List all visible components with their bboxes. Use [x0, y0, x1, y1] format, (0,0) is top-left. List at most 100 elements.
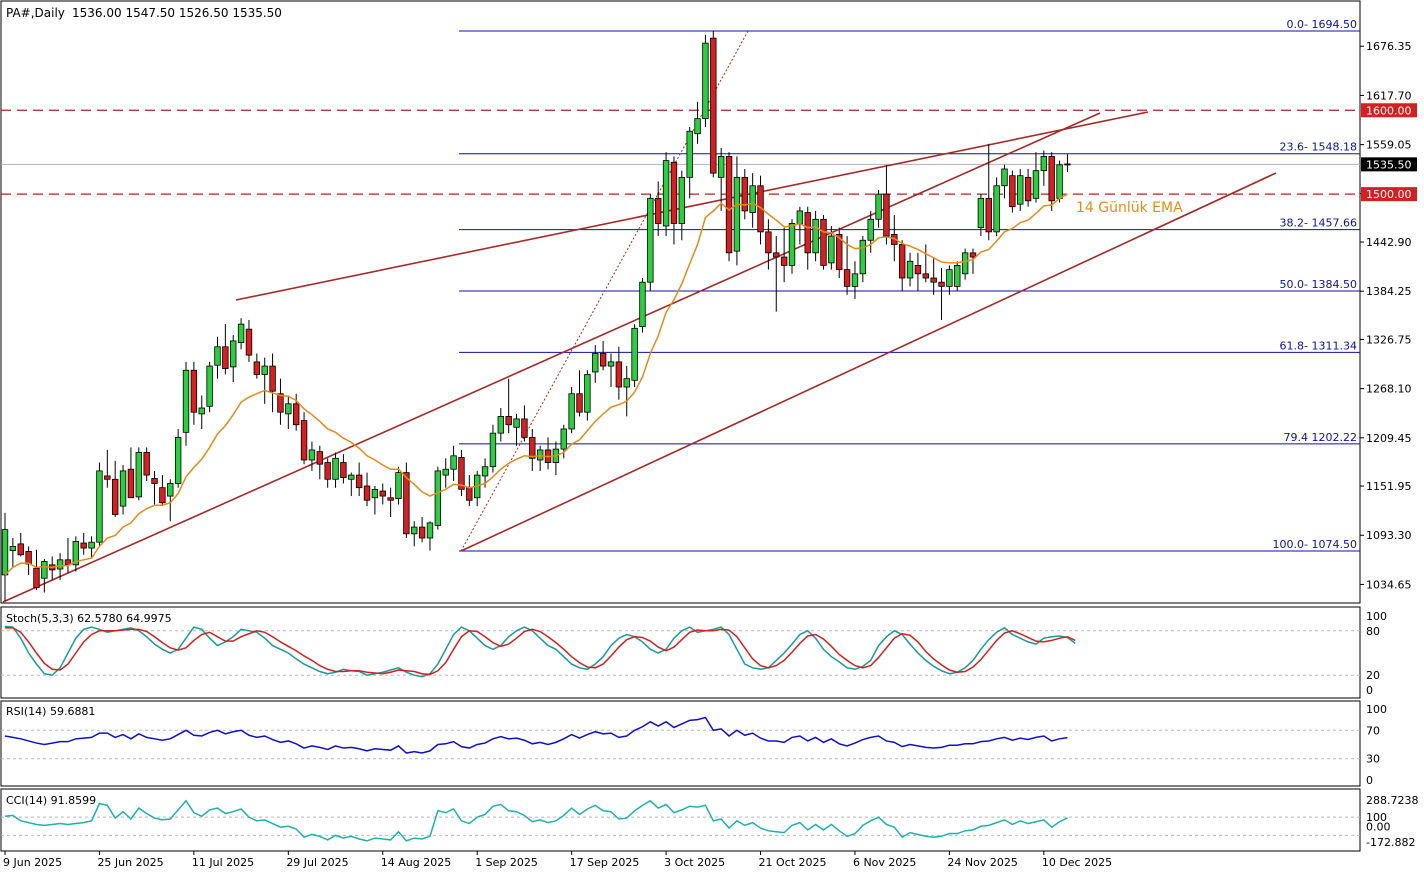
- stoch-layer: 100 80 20 0: [1, 610, 1387, 697]
- candle: [631, 324, 638, 388]
- time-tick-label: 6 Nov 2025: [853, 856, 916, 869]
- time-tick-label: 21 Oct 2025: [759, 856, 827, 869]
- candle: [1048, 152, 1055, 211]
- candle: [1064, 154, 1071, 172]
- candle-body: [300, 420, 308, 461]
- candle-body: [41, 561, 48, 579]
- candle: [222, 324, 229, 375]
- candle: [1001, 164, 1008, 199]
- oscillator-level-label: 70: [1366, 724, 1380, 737]
- candle-body: [1064, 163, 1071, 166]
- candle: [584, 370, 591, 421]
- candle-body: [72, 540, 80, 566]
- time-tick-label: 29 Jul 2025: [286, 856, 348, 869]
- candle-body: [639, 281, 646, 328]
- fibo-anchor-line: [460, 30, 749, 552]
- candle: [426, 521, 434, 551]
- candle: [489, 424, 497, 473]
- candle: [41, 558, 48, 593]
- price-tick-label: 1384.25: [1366, 285, 1412, 298]
- candle: [72, 536, 80, 572]
- rsi-panel: [0, 700, 1361, 787]
- candle-body: [977, 197, 985, 229]
- candle: [780, 227, 788, 283]
- fibonacci-level-label: 100.0- 1074.50: [1273, 538, 1357, 551]
- candle-body: [686, 130, 693, 178]
- candle-body: [914, 265, 922, 275]
- candle-body: [922, 273, 929, 279]
- oscillator-level-label: 20: [1366, 669, 1380, 682]
- candle-body: [1040, 155, 1048, 172]
- time-tick-label: 3 Oct 2025: [664, 856, 725, 869]
- fibonacci-level-label: 50.0- 1384.50: [1280, 278, 1357, 291]
- candle-body: [505, 415, 512, 426]
- rsi-label: RSI(14) 59.6881: [6, 705, 95, 718]
- candle: [151, 470, 158, 505]
- candle: [836, 227, 843, 278]
- oscillator-level-label: 0.00: [1366, 820, 1391, 833]
- candle-body: [387, 497, 394, 501]
- level-price-label: 1600.00: [1366, 104, 1412, 117]
- candle-body: [560, 428, 567, 450]
- time-tick-label: 14 Aug 2025: [381, 856, 451, 869]
- candle: [159, 475, 166, 507]
- candle: [977, 194, 985, 237]
- candle: [749, 173, 756, 228]
- candle: [119, 465, 127, 515]
- candle: [529, 428, 536, 471]
- candle-body: [796, 210, 804, 224]
- candle: [198, 395, 205, 429]
- candle-body: [237, 323, 245, 343]
- price-tick-label: 1268.10: [1366, 383, 1412, 396]
- candle: [623, 366, 630, 417]
- candle-body: [489, 432, 497, 468]
- candle-body: [25, 551, 32, 565]
- candle: [993, 177, 1000, 237]
- candle: [1, 512, 9, 601]
- candle-body: [906, 260, 914, 279]
- candle-body: [812, 218, 819, 254]
- candle-body: [277, 393, 284, 413]
- candle: [355, 462, 363, 497]
- candle-body: [80, 542, 87, 549]
- candle: [253, 353, 261, 379]
- candle: [450, 445, 457, 481]
- candle-body: [529, 436, 536, 459]
- candle-body: [985, 197, 992, 233]
- candle-body: [961, 252, 969, 275]
- candle-body: [214, 346, 221, 366]
- candle: [497, 408, 505, 442]
- fibonacci-level-label: 0.0- 1694.50: [1287, 18, 1357, 31]
- candle: [946, 265, 953, 295]
- candle: [143, 447, 150, 481]
- candle: [214, 336, 221, 379]
- candle: [458, 449, 465, 497]
- candle-body: [261, 365, 268, 375]
- candle-body: [104, 475, 111, 480]
- candle: [678, 170, 686, 241]
- candle: [505, 378, 512, 434]
- fibonacci-level-label: 79.4 1202.22: [1284, 431, 1357, 444]
- candle-body: [568, 393, 575, 430]
- candle: [127, 447, 135, 499]
- time-tick-label: 10 Dec 2025: [1042, 856, 1112, 869]
- candle-body: [88, 541, 95, 549]
- candle-body: [599, 353, 607, 367]
- candle-body: [828, 235, 835, 264]
- candle: [954, 261, 961, 291]
- candle-body: [647, 197, 654, 283]
- stoch-k-line: [4, 625, 1076, 678]
- candle: [332, 452, 339, 488]
- candle: [1024, 168, 1032, 207]
- candle: [434, 466, 442, 530]
- candle-body: [426, 522, 434, 539]
- candle: [733, 156, 741, 266]
- candle: [757, 175, 764, 245]
- fibonacci-level-label: 61.8- 1311.34: [1280, 339, 1357, 352]
- candle-body: [127, 468, 135, 499]
- candle: [379, 483, 386, 505]
- time-tick-label: 9 Jun 2025: [3, 856, 62, 869]
- candle-body: [938, 281, 945, 287]
- candle: [568, 387, 575, 434]
